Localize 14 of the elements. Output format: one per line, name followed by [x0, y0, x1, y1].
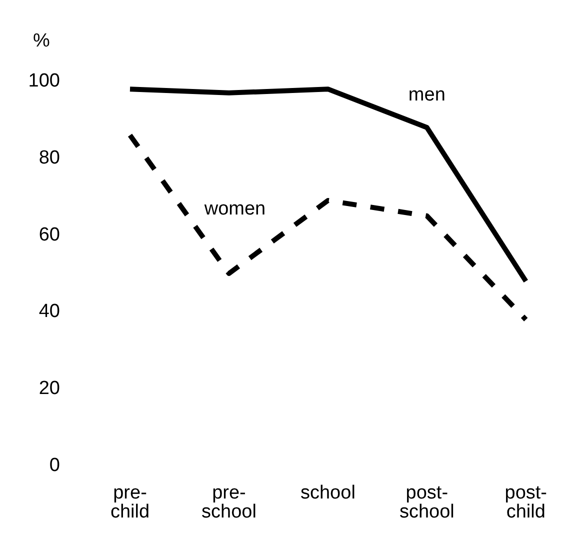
y-axis-title: %: [33, 30, 50, 52]
series-label: women: [203, 198, 266, 220]
y-tick-label: 40: [38, 301, 60, 322]
x-tick-label: post-school: [399, 482, 454, 522]
x-tick-label: post-child: [504, 482, 548, 522]
y-tick-label: 0: [49, 454, 60, 476]
y-tick-label: 20: [38, 378, 60, 399]
y-tick-label: 80: [38, 147, 60, 168]
y-tick-label: 60: [38, 224, 60, 246]
series-label: men: [408, 84, 446, 106]
x-tick-label: pre-child: [110, 482, 150, 522]
x-tick-label: pre-school: [202, 482, 256, 522]
x-tick-label: school: [300, 482, 356, 504]
y-tick-label: 100: [28, 70, 60, 92]
